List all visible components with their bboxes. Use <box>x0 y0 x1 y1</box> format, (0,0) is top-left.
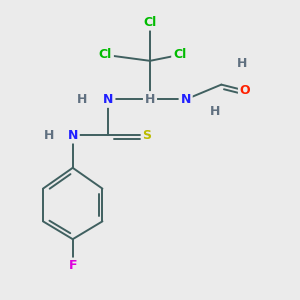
Text: F: F <box>68 260 77 272</box>
Text: Cl: Cl <box>99 48 112 62</box>
Text: H: H <box>76 93 87 106</box>
Text: Cl: Cl <box>143 16 157 29</box>
Text: N: N <box>103 93 114 106</box>
Text: N: N <box>181 93 191 106</box>
Text: H: H <box>145 93 155 106</box>
Text: H: H <box>237 57 247 70</box>
Text: H: H <box>210 105 220 118</box>
Text: Cl: Cl <box>173 48 186 62</box>
Text: S: S <box>142 129 152 142</box>
Text: O: O <box>240 84 250 97</box>
Text: H: H <box>44 129 54 142</box>
Text: N: N <box>68 129 78 142</box>
